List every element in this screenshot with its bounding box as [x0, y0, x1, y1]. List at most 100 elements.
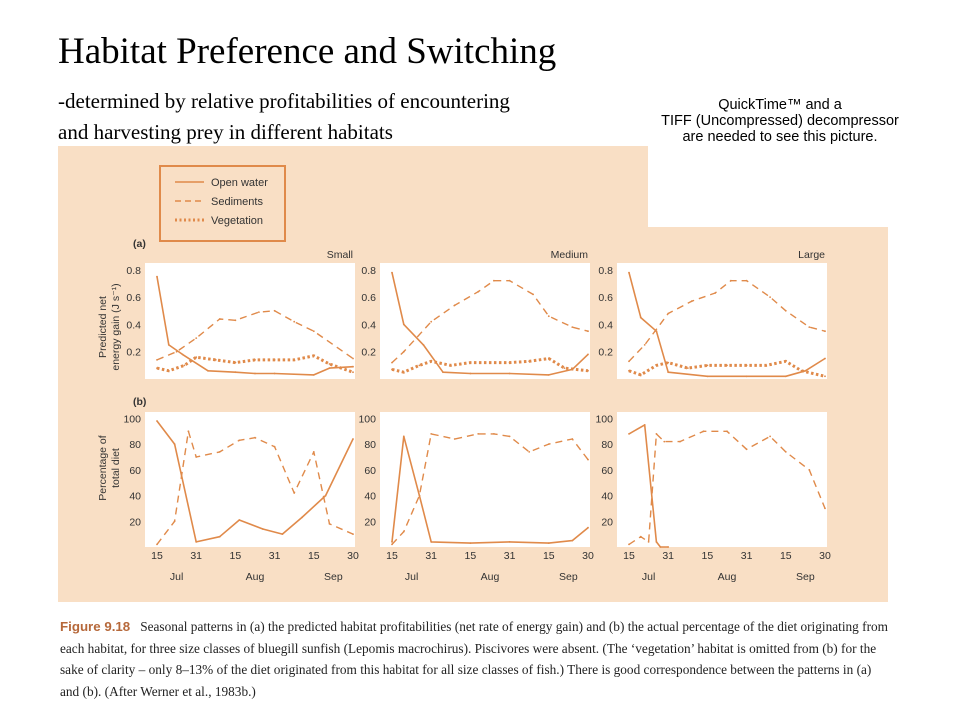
panel-title: Large	[798, 249, 825, 261]
y-tick-label: 0.6	[598, 292, 613, 304]
x-month-label: Sep	[559, 571, 578, 583]
x-month-label: Aug	[246, 571, 265, 583]
x-month-label: Aug	[481, 571, 500, 583]
data-point-sediments	[628, 543, 630, 546]
legend-label: Vegetation	[211, 215, 263, 227]
figure-caption: Figure 9.18 Seasonal patterns in (a) the …	[60, 616, 890, 702]
y-tick-label: 20	[601, 516, 613, 528]
data-point-sediments	[402, 530, 405, 533]
data-point-vegetation	[195, 356, 198, 359]
data-point-vegetation	[686, 367, 689, 369]
data-point-sediments	[726, 430, 728, 433]
data-point-vegetation	[726, 364, 728, 367]
data-point-vegetation	[156, 367, 158, 369]
data-point-sediments	[643, 344, 646, 346]
series-line-vegetation	[391, 357, 589, 374]
y-tick-label: 80	[364, 439, 376, 451]
y-tick-label: 0.2	[361, 347, 376, 359]
data-point-sediments	[628, 360, 630, 363]
data-point-sediments	[218, 318, 221, 320]
y-tick-label: 80	[129, 439, 141, 451]
data-point-open-water	[784, 375, 787, 378]
data-point-open-water	[706, 375, 709, 378]
data-point-open-water	[422, 344, 425, 346]
data-point-open-water	[745, 375, 748, 378]
y-tick-label: 100	[358, 413, 376, 425]
data-point-open-water	[391, 271, 393, 274]
slide-subtitle: -determined by relative profitabilities …	[58, 86, 510, 148]
data-point-sediments	[532, 293, 534, 296]
data-point-vegetation	[667, 361, 670, 364]
data-point-vegetation	[183, 364, 186, 367]
y-tick-label: 40	[129, 491, 141, 503]
quicktime-line-3: are needed to see this picture.	[682, 129, 878, 145]
data-point-sediments	[175, 350, 178, 353]
data-point-sediments	[493, 433, 495, 435]
data-point-open-water	[655, 541, 658, 543]
data-point-vegetation	[391, 368, 393, 371]
x-tick-label: 31	[741, 550, 753, 562]
data-point-open-water	[324, 494, 327, 497]
data-point-sediments	[690, 300, 693, 303]
y-axis-label-a-line-2: energy gain (J s⁻¹)	[110, 283, 122, 370]
data-point-vegetation	[273, 359, 276, 361]
slide-title: Habitat Preference and Switching	[58, 31, 557, 72]
data-point-vegetation	[706, 364, 709, 367]
x-tick-label: 30	[819, 550, 831, 562]
data-point-open-water	[469, 542, 472, 544]
legend-label: Sediments	[211, 196, 263, 208]
x-month-label: Sep	[796, 571, 815, 583]
data-point-sediments	[769, 435, 771, 438]
data-point-open-water	[508, 372, 511, 375]
data-point-sediments	[293, 320, 296, 323]
data-point-open-water	[547, 374, 550, 376]
data-point-open-water	[442, 371, 444, 374]
data-point-open-water	[628, 271, 630, 274]
data-point-sediments	[402, 350, 405, 353]
data-point-sediments	[218, 451, 221, 453]
data-point-open-water	[238, 519, 241, 521]
data-point-vegetation	[293, 359, 296, 361]
data-point-open-water	[156, 420, 158, 422]
data-point-open-water	[391, 541, 393, 543]
data-point-sediments	[745, 448, 748, 451]
data-point-sediments	[238, 439, 241, 442]
row-label: (a)	[133, 238, 146, 250]
y-tick-label: 0.6	[361, 292, 376, 304]
plot-area	[380, 263, 590, 379]
data-point-open-water	[156, 275, 158, 278]
data-point-sediments	[808, 326, 811, 328]
plot-area	[380, 412, 590, 547]
plot-area	[617, 412, 827, 547]
y-tick-label: 40	[364, 491, 376, 503]
data-point-sediments	[391, 543, 393, 546]
data-point-open-water	[469, 372, 472, 375]
data-point-sediments	[328, 523, 331, 525]
data-point-sediments	[391, 361, 393, 364]
data-point-open-water	[195, 541, 198, 543]
data-point-vegetation	[800, 369, 803, 372]
data-point-sediments	[493, 279, 495, 282]
y-tick-label: 0.8	[598, 265, 613, 277]
data-point-sediments	[477, 290, 480, 293]
x-tick-label: 31	[662, 550, 674, 562]
panel-title: Medium	[551, 249, 589, 261]
y-tick-label: 0.2	[126, 347, 141, 359]
data-point-sediments	[273, 309, 276, 312]
y-tick-label: 0.8	[361, 265, 376, 277]
x-month-label: Jul	[170, 571, 183, 583]
y-tick-label: 0.8	[126, 265, 141, 277]
data-point-sediments	[547, 443, 550, 445]
data-point-sediments	[430, 433, 433, 435]
data-point-sediments	[195, 456, 198, 458]
data-point-vegetation	[234, 361, 237, 364]
subtitle-line-2: and harvesting prey in different habitat…	[58, 120, 393, 144]
y-tick-label: 0.6	[126, 292, 141, 304]
data-point-open-water	[281, 533, 284, 535]
x-tick-label: 15	[386, 550, 398, 562]
x-month-label: Aug	[718, 571, 737, 583]
data-point-sediments	[655, 433, 658, 435]
data-point-vegetation	[824, 375, 826, 378]
plot-area	[145, 412, 355, 547]
